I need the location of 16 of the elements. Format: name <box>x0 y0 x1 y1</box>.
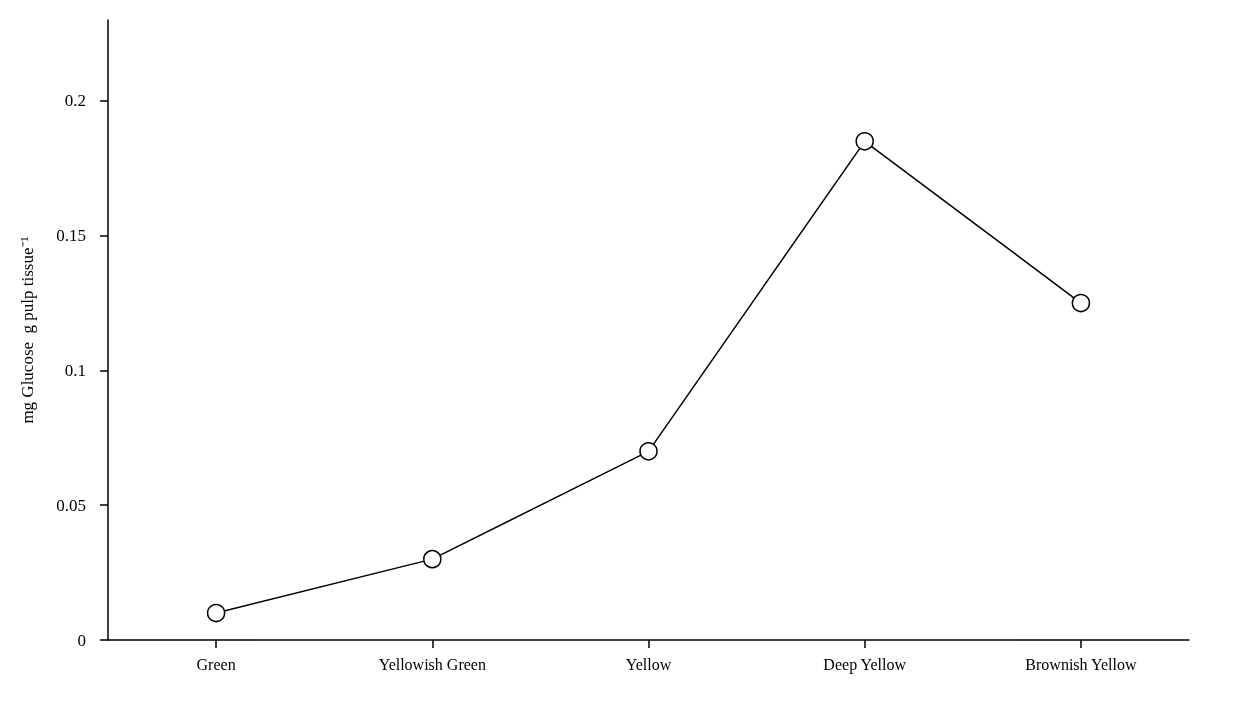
point <box>1071 293 1091 313</box>
point <box>423 549 442 569</box>
x-tick-label: Yellow <box>625 655 672 673</box>
y-tick-label: 0.15 <box>56 226 86 246</box>
x-tick-label: Deep Yellow <box>823 655 907 674</box>
y-axis-title: mg Glucose g pulp tissue⁻¹ <box>18 236 37 424</box>
point <box>639 442 658 461</box>
point <box>206 603 226 623</box>
x-tick-label: Brownish Yellow <box>1025 655 1137 673</box>
y-tick-label: 0 <box>77 630 86 650</box>
x-tick-label: Yellowish Green <box>378 655 486 673</box>
point <box>855 132 874 151</box>
y-tick-label: 0.05 <box>56 495 86 515</box>
y-tick-label: 0.1 <box>64 360 86 380</box>
y-tick-label: 0.2 <box>64 91 86 111</box>
x-tick-label: Green <box>196 655 236 673</box>
